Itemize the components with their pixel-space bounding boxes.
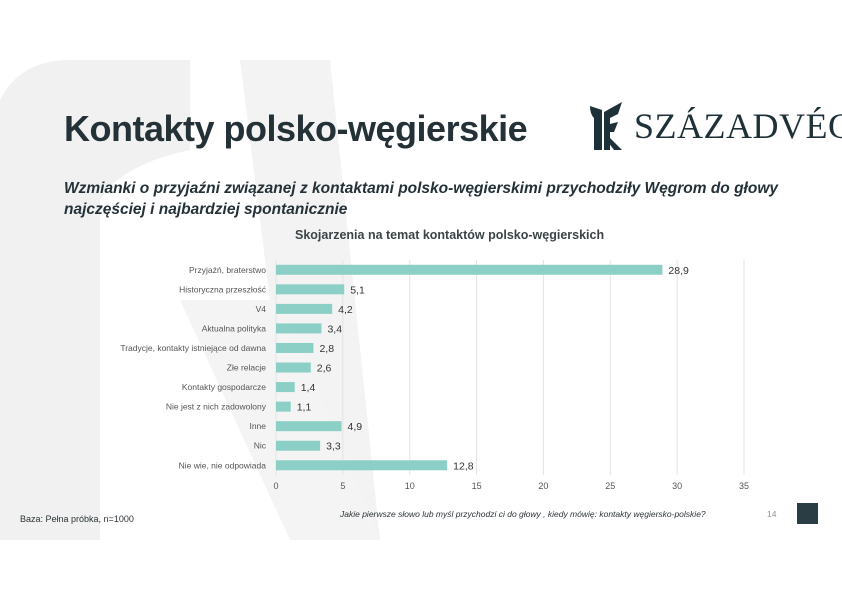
value-label: 3,4 xyxy=(327,323,342,335)
page-marker-box xyxy=(797,503,818,524)
category-label: Przyjaźń, braterstwo xyxy=(189,265,266,275)
page-number: 14 xyxy=(767,509,777,519)
value-label: 28,9 xyxy=(668,265,689,277)
x-tick-label: 0 xyxy=(273,481,278,491)
value-label: 12,8 xyxy=(453,460,474,472)
value-label: 1,1 xyxy=(297,402,312,414)
category-label: Tradycje, kontakty istniejące od dawna xyxy=(120,343,266,353)
category-label: Nie jest z nich zadowolony xyxy=(166,402,267,412)
logo: SZÁZADVÉG xyxy=(588,98,842,154)
bar xyxy=(276,460,448,471)
subtitle: Wzmianki o przyjaźni związanej z kontakt… xyxy=(64,180,778,218)
bar xyxy=(276,421,342,432)
bar xyxy=(276,440,321,451)
x-tick-label: 30 xyxy=(672,481,682,491)
bar xyxy=(276,264,663,275)
value-label: 5,1 xyxy=(350,284,365,296)
value-label: 2,8 xyxy=(319,343,334,355)
value-label: 4,2 xyxy=(338,304,353,316)
value-label: 4,9 xyxy=(348,421,363,433)
bar xyxy=(276,284,345,295)
value-label: 2,6 xyxy=(317,363,332,375)
value-label: 1,4 xyxy=(301,382,316,394)
category-label: Nie wie, nie odpowiada xyxy=(179,460,267,470)
bar xyxy=(276,342,314,353)
x-tick-label: 15 xyxy=(472,481,482,491)
x-tick-label: 10 xyxy=(405,481,415,491)
bar xyxy=(276,382,295,393)
page-title: Kontakty polsko-węgierskie xyxy=(64,108,528,149)
x-tick-label: 25 xyxy=(605,481,615,491)
chart-title: Skojarzenia na temat kontaktów polsko-wę… xyxy=(295,228,605,242)
category-label: Nic xyxy=(254,441,267,451)
logo-emblem-icon xyxy=(590,102,622,150)
category-label: V4 xyxy=(256,304,267,314)
x-tick-label: 5 xyxy=(340,481,345,491)
value-label: 3,3 xyxy=(326,441,341,453)
category-label: Aktualna polityka xyxy=(202,323,267,333)
bar xyxy=(276,401,291,412)
x-tick-label: 35 xyxy=(739,481,749,491)
logo-text: SZÁZADVÉG xyxy=(634,106,842,146)
bar xyxy=(276,303,333,314)
bar xyxy=(276,323,322,334)
x-tick-label: 20 xyxy=(538,481,548,491)
category-label: Historyczna przeszłość xyxy=(179,284,267,294)
bar xyxy=(276,362,311,373)
category-label: Inne xyxy=(249,421,266,431)
sample-base-note: Baza: Pełna próbka, n=1000 xyxy=(20,514,134,524)
category-label: Złe relacje xyxy=(227,363,266,373)
category-label: Kontakty gospodarcze xyxy=(182,382,266,392)
survey-question: Jakie pierwsze słowo lub myśl przychodzi… xyxy=(340,509,706,519)
